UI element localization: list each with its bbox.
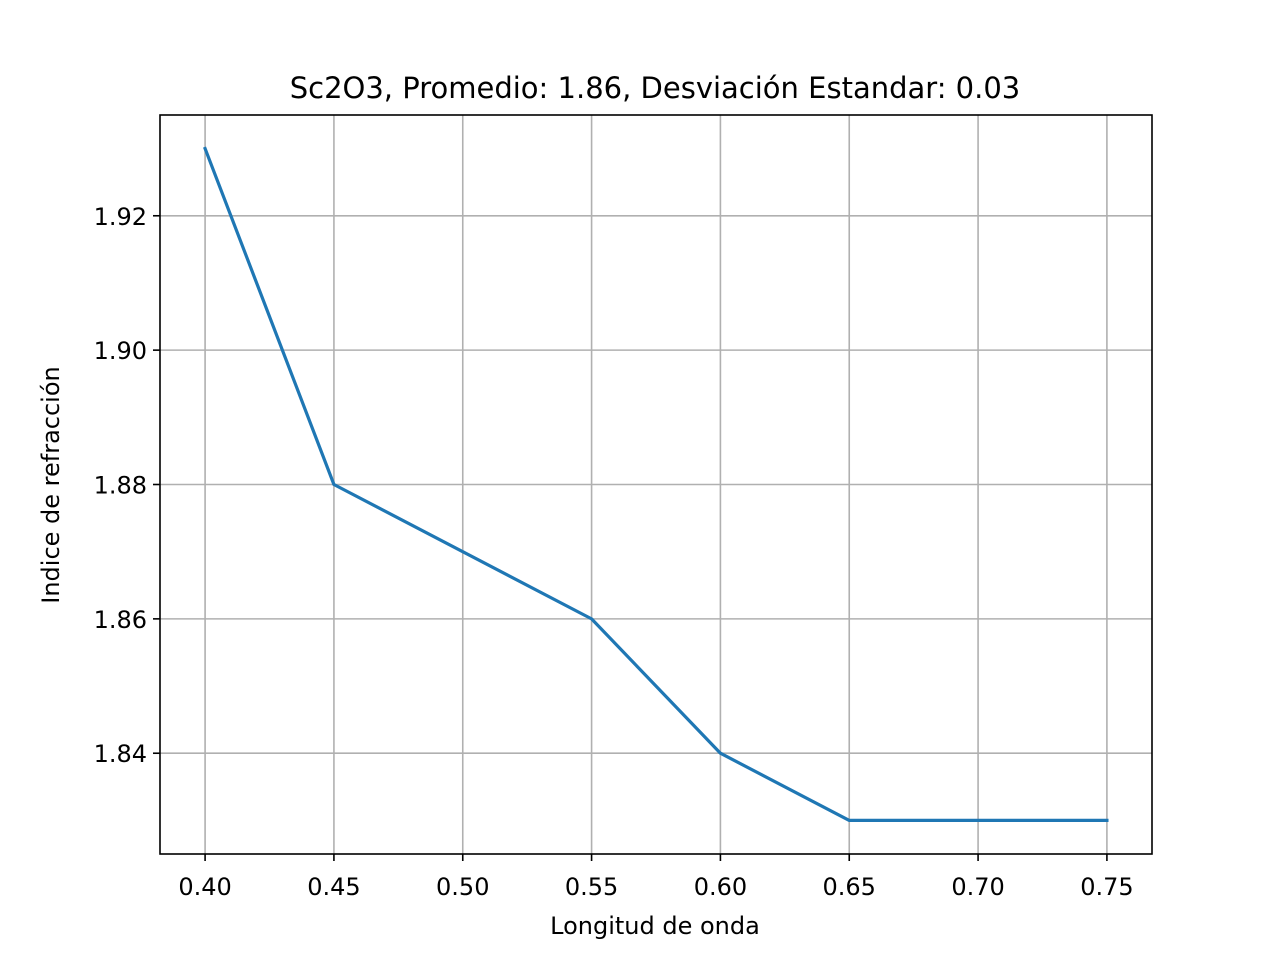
- x-tick-label: 0.55: [565, 873, 618, 901]
- x-tick-label: 0.65: [823, 873, 876, 901]
- chart-title: Sc2O3, Promedio: 1.86, Desviación Estand…: [290, 71, 1021, 105]
- series-layer: [203, 146, 1109, 823]
- series-line: [203, 146, 1109, 823]
- ticks: 0.40 0.45 0.50 0.55 0.60 0.65 0.70 0.75 1.84 1.86…: [94, 203, 1134, 901]
- y-tick-label: 1.84: [94, 740, 147, 768]
- x-tick-label: 0.45: [307, 873, 360, 901]
- x-tick-label: 0.75: [1080, 873, 1133, 901]
- grid: [160, 115, 1152, 854]
- x-tick-label: 0.40: [178, 873, 231, 901]
- x-axis-label: Longitud de onda: [550, 912, 760, 940]
- y-tick-label: 1.90: [94, 337, 147, 365]
- x-tick-label: 0.50: [436, 873, 489, 901]
- y-tick-label: 1.92: [94, 203, 147, 231]
- x-tick-label: 0.70: [951, 873, 1004, 901]
- y-tick-label: 1.86: [94, 606, 147, 634]
- y-axis-label: Indice de refracción: [37, 366, 65, 604]
- y-tick-label: 1.88: [94, 472, 147, 500]
- x-tick-label: 0.60: [694, 873, 747, 901]
